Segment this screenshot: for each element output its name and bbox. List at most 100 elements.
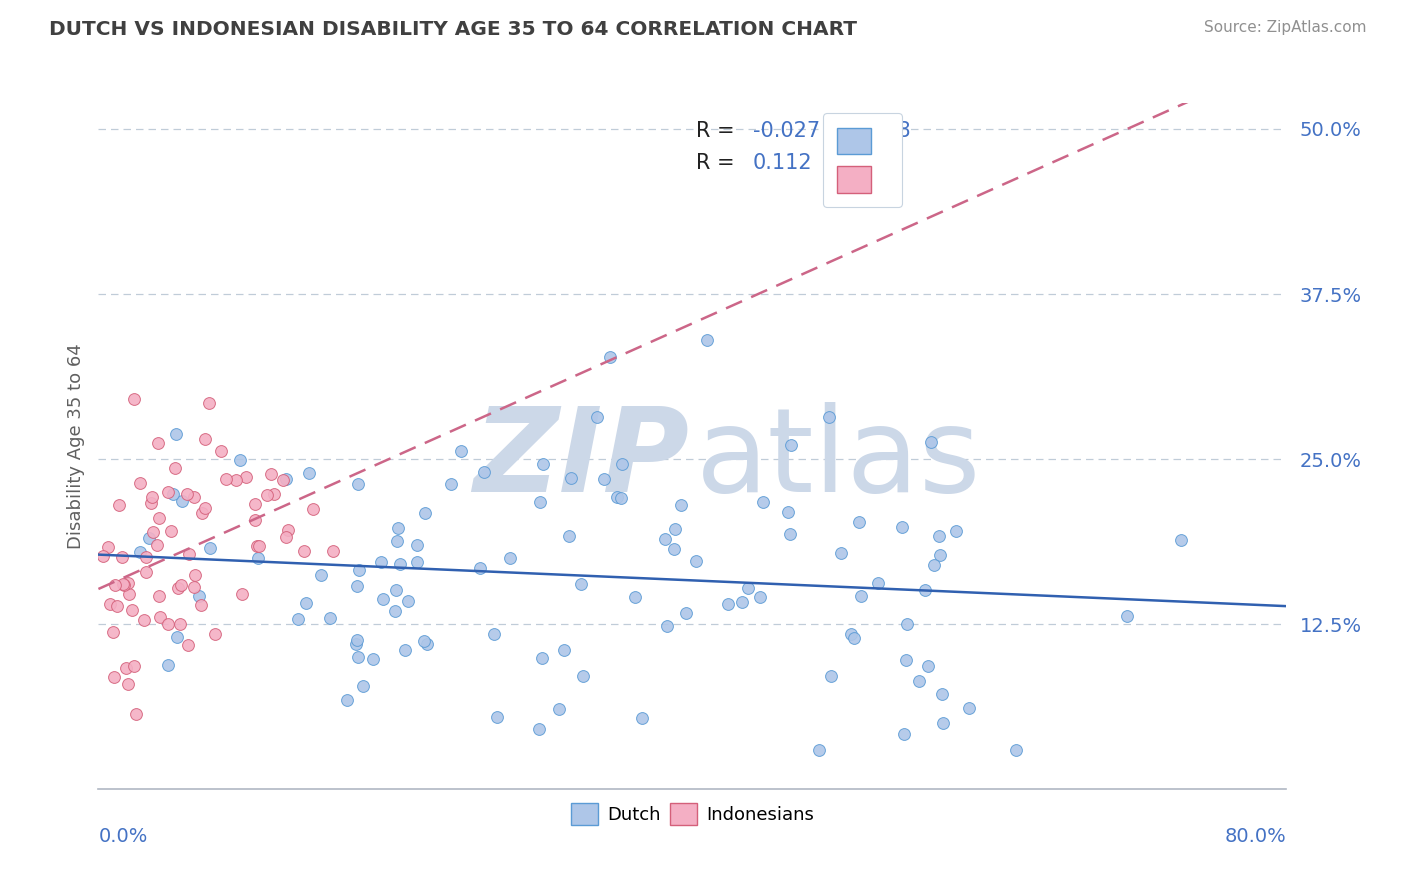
Point bbox=[931, 687, 953, 701]
Point bbox=[100, 597, 122, 611]
Point bbox=[215, 472, 238, 486]
Legend: Dutch, Indonesians: Dutch, Indonesians bbox=[564, 796, 821, 832]
Point bbox=[779, 526, 801, 541]
Point bbox=[193, 432, 215, 446]
Point bbox=[749, 590, 772, 604]
Point bbox=[263, 487, 285, 501]
Point bbox=[957, 701, 980, 715]
Point bbox=[209, 444, 232, 458]
Point bbox=[612, 457, 634, 471]
Point bbox=[170, 493, 193, 508]
Point bbox=[486, 710, 509, 724]
Point bbox=[162, 487, 184, 501]
Text: 0.0%: 0.0% bbox=[98, 827, 148, 847]
Point bbox=[149, 610, 172, 624]
Point bbox=[527, 722, 550, 736]
Point bbox=[664, 521, 686, 535]
Point bbox=[225, 473, 247, 487]
Point bbox=[246, 550, 269, 565]
Point bbox=[124, 392, 146, 407]
Point bbox=[820, 669, 842, 683]
Point bbox=[531, 651, 554, 665]
Point bbox=[176, 487, 198, 501]
Point bbox=[894, 653, 917, 667]
Point bbox=[945, 524, 967, 538]
Point bbox=[844, 631, 866, 645]
Point bbox=[235, 469, 257, 483]
Point bbox=[685, 553, 707, 567]
Point bbox=[91, 549, 114, 563]
Point bbox=[1005, 743, 1028, 757]
Point bbox=[125, 707, 148, 722]
Point bbox=[696, 333, 718, 347]
Point bbox=[121, 603, 143, 617]
Point bbox=[104, 578, 127, 592]
Point bbox=[394, 642, 416, 657]
Point bbox=[717, 597, 740, 611]
Point bbox=[468, 561, 491, 575]
Point bbox=[346, 477, 368, 491]
Point bbox=[276, 530, 298, 544]
Point bbox=[553, 643, 575, 657]
Point bbox=[336, 692, 359, 706]
Point bbox=[309, 567, 332, 582]
Point bbox=[344, 637, 367, 651]
Point bbox=[200, 541, 222, 555]
Point bbox=[190, 599, 212, 613]
Point bbox=[839, 626, 862, 640]
Point bbox=[156, 485, 179, 500]
Point bbox=[592, 472, 614, 486]
Point bbox=[387, 521, 409, 535]
Point bbox=[361, 652, 384, 666]
Point bbox=[229, 453, 252, 467]
Point bbox=[112, 577, 135, 591]
Point bbox=[135, 565, 157, 579]
Text: R =: R = bbox=[696, 153, 741, 173]
Point bbox=[914, 583, 936, 598]
Text: 68: 68 bbox=[872, 153, 898, 173]
Point bbox=[346, 579, 368, 593]
Point bbox=[157, 657, 180, 672]
Point bbox=[146, 538, 169, 552]
Point bbox=[385, 582, 408, 597]
Point bbox=[752, 495, 775, 509]
Point bbox=[371, 591, 394, 606]
Point bbox=[277, 523, 299, 537]
Point bbox=[156, 617, 179, 632]
Point bbox=[276, 472, 298, 486]
Point bbox=[165, 461, 187, 475]
Point bbox=[776, 505, 799, 519]
Point bbox=[166, 630, 188, 644]
Text: 80.0%: 80.0% bbox=[1225, 827, 1286, 847]
Point bbox=[384, 604, 406, 618]
Point bbox=[112, 578, 135, 592]
Point bbox=[148, 589, 170, 603]
Point bbox=[117, 575, 139, 590]
Point bbox=[204, 627, 226, 641]
Text: -0.027: -0.027 bbox=[754, 121, 820, 142]
Point bbox=[585, 410, 607, 425]
Point bbox=[631, 711, 654, 725]
Text: 0.112: 0.112 bbox=[754, 153, 813, 173]
Point bbox=[868, 575, 890, 590]
Point bbox=[396, 594, 419, 608]
Point bbox=[247, 539, 270, 553]
Point bbox=[183, 568, 205, 582]
Point bbox=[148, 436, 170, 450]
Point bbox=[198, 396, 221, 410]
Point bbox=[416, 637, 439, 651]
Point bbox=[482, 627, 505, 641]
Point bbox=[558, 529, 581, 543]
Point bbox=[849, 590, 872, 604]
Point bbox=[347, 649, 370, 664]
Point bbox=[170, 578, 193, 592]
Point bbox=[243, 513, 266, 527]
Point bbox=[129, 476, 152, 491]
Point bbox=[319, 611, 342, 625]
Point bbox=[499, 550, 522, 565]
Text: N =: N = bbox=[830, 121, 876, 142]
Point bbox=[450, 444, 472, 458]
Point bbox=[848, 516, 870, 530]
Point bbox=[148, 511, 170, 525]
Point bbox=[669, 499, 692, 513]
